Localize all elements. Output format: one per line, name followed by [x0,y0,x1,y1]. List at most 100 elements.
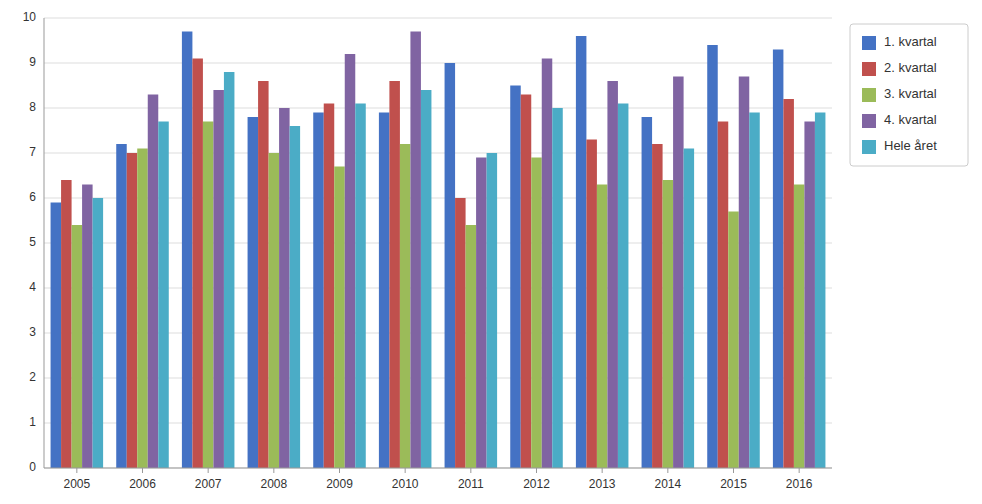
grid-line [44,468,832,469]
y-axis-line [44,18,45,468]
bar [355,104,366,469]
y-tick-label: 0 [29,460,36,474]
bar [684,149,695,469]
bar [804,122,815,469]
bar [213,90,224,468]
bar [749,113,760,469]
bar [542,59,553,469]
bar [597,185,608,469]
bar [673,77,684,469]
legend-label: 4. kvartal [884,112,937,127]
x-tick-label: 2014 [654,477,681,491]
x-tick-label: 2015 [720,477,747,491]
bar [61,180,72,468]
x-tick [799,468,800,473]
bar-series [72,122,805,469]
x-tick-labels: 2005200620072008200920102011201220132014… [63,468,812,491]
x-tick-label: 2005 [63,477,90,491]
grid-line [44,18,832,19]
bar [466,225,477,468]
bar [476,158,487,469]
chart-container: 0123456789102005200620072008200920102011… [0,0,982,504]
bar [794,185,805,469]
x-tick-label: 2010 [392,477,419,491]
legend-swatch [862,36,876,50]
y-tick-label: 8 [29,100,36,114]
bar [72,225,83,468]
bar [773,50,784,469]
x-tick [142,468,143,473]
bar [334,167,345,469]
bar [552,108,563,468]
legend-swatch [862,62,876,76]
x-tick [667,468,668,473]
bar-series [93,72,826,468]
bar [618,104,629,469]
bar [421,90,432,468]
bar [192,59,203,469]
bar [258,81,269,468]
y-tick-label: 5 [29,235,36,249]
y-tick-label: 4 [29,280,36,294]
bar [576,36,587,468]
bar [279,108,290,468]
x-tick-label: 2009 [326,477,353,491]
bar [313,113,324,469]
bar [521,95,532,469]
bar [642,117,653,468]
bar-series [51,32,784,469]
bar [182,32,193,469]
x-tick [405,468,406,473]
bar [739,77,750,469]
bar [116,144,127,468]
bar [531,158,542,469]
x-tick [208,468,209,473]
y-tick-label: 6 [29,190,36,204]
y-tick-label: 3 [29,325,36,339]
legend: 1. kvartal 2. kvartal 3. kvartal 4. kvartal… [850,24,968,166]
bar [607,81,618,468]
background [0,0,982,504]
bar [203,122,214,469]
legend-frame [850,24,968,166]
legend-label: 1. kvartal [884,34,937,49]
bar [389,81,400,468]
y-tick-labels: 012345678910 [23,10,37,474]
bar [510,86,521,469]
bar [93,198,104,468]
x-tick-label: 2006 [129,477,156,491]
x-tick [339,468,340,473]
x-tick-label: 2016 [786,477,813,491]
legend-label: 2. kvartal [884,60,937,75]
bar [586,140,597,469]
x-tick [470,468,471,473]
legend-swatch [862,88,876,102]
y-grid [44,18,832,468]
x-tick [733,468,734,473]
bar [158,122,169,469]
bar [137,149,148,469]
bar [783,99,794,468]
bar [290,126,301,468]
legend-swatch [862,140,876,154]
y-tick-label: 2 [29,370,36,384]
x-tick-label: 2011 [458,477,484,491]
legend-swatch [862,114,876,128]
bar [445,63,456,468]
bar [455,198,466,468]
bar-series [61,59,794,469]
bar [148,95,159,469]
bar [728,212,739,469]
bar [248,117,259,468]
legend-label: 3. kvartal [884,86,937,101]
bar [82,185,93,469]
chart: 0123456789102005200620072008200920102011… [0,0,982,504]
y-tick-label: 1 [29,415,36,429]
x-tick-label: 2012 [523,477,550,491]
x-tick-label: 2007 [195,477,222,491]
bar [51,203,62,469]
bar [487,153,498,468]
x-tick-label: 2013 [589,477,616,491]
bars [51,32,826,469]
bar [379,113,390,469]
